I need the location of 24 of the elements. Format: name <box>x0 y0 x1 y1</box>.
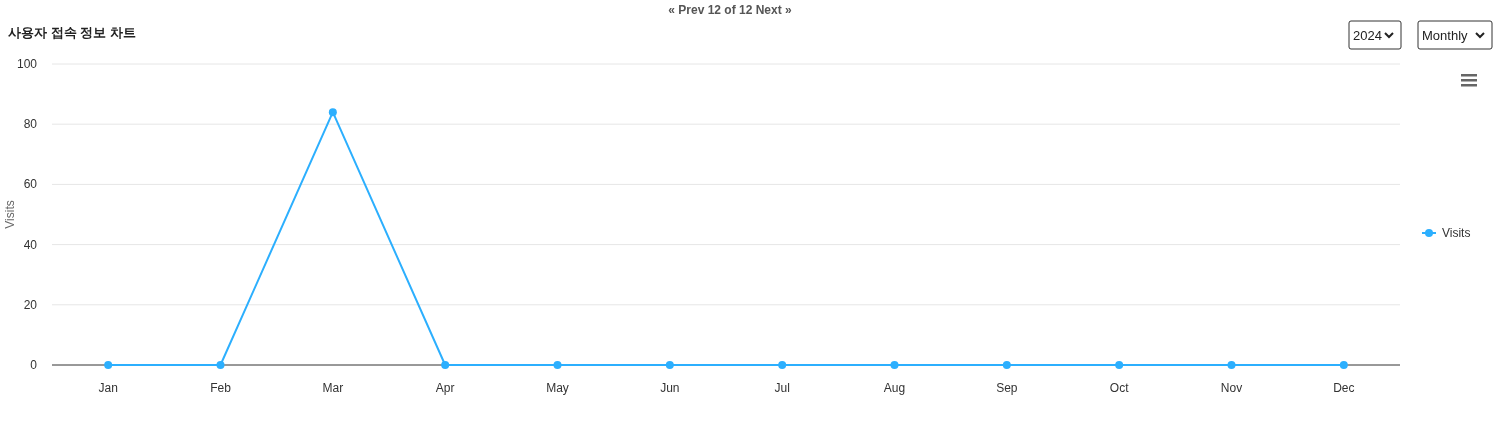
text: « Prev 12 of 12 Next » <box>668 3 793 17</box>
x-tick-label: Mar <box>322 381 344 395</box>
legend-label: Visits <box>1442 226 1471 240</box>
y-tick-label: 0 <box>30 358 38 372</box>
x-tick-label: May <box>546 381 569 395</box>
x-tick-label: Jun <box>660 381 680 395</box>
text: Monthly <box>1422 28 1469 43</box>
x-tick-label: Dec <box>1333 381 1355 395</box>
y-tick-label: 80 <box>23 117 38 132</box>
chart-title: 사용자 접속 정보 차트 <box>8 25 136 40</box>
x-tick-label: Jul <box>774 381 790 395</box>
y-tick-label: 100 <box>16 57 38 71</box>
y-axis-title: Visits <box>3 200 17 229</box>
x-tick-label: Nov <box>1220 381 1243 395</box>
x-tick-label: Aug <box>883 381 906 395</box>
y-tick-label: 40 <box>23 237 38 252</box>
text: 2024 <box>1353 28 1382 43</box>
x-tick-label: Oct <box>1109 381 1130 395</box>
x-tick-label: Jan <box>98 381 118 395</box>
y-tick-label: 60 <box>23 177 38 192</box>
x-tick-label: Apr <box>435 381 455 395</box>
y-tick-label: 20 <box>23 297 38 312</box>
x-tick-label: Sep <box>996 381 1018 395</box>
x-tick-label: Feb <box>210 381 232 395</box>
